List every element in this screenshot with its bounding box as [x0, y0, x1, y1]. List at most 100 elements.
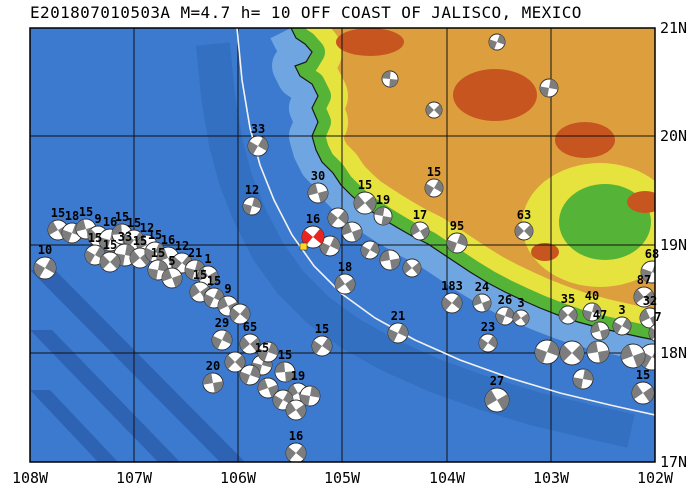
depth-label: 12: [245, 183, 259, 197]
depth-label: 63: [517, 208, 531, 222]
main-event-marker: [299, 242, 308, 251]
depth-label: 26: [498, 293, 512, 307]
focal-mechanism: [285, 442, 307, 462]
focal-mechanism: [202, 372, 224, 394]
focal-mechanism: [99, 251, 121, 273]
depth-label: 33: [251, 122, 265, 136]
bathymetry-stripe: [30, 330, 180, 462]
map-frame: [29, 27, 656, 463]
lat-label: 19N: [660, 236, 687, 254]
depth-label: 9: [224, 282, 231, 296]
focal-mechanism: [379, 249, 401, 271]
focal-mechanism: [484, 387, 510, 413]
focal-mechanism: [478, 333, 498, 353]
focal-mechanism: [360, 240, 380, 260]
depth-label: 29: [215, 316, 229, 330]
focal-mechanism: [387, 322, 409, 344]
depth-label: 65: [243, 320, 257, 334]
focal-mechanism: [229, 303, 251, 325]
depth-label: 30: [311, 169, 325, 183]
depth-label: 15: [115, 210, 129, 224]
focal-mechanism: [410, 221, 430, 241]
focal-mechanism: [446, 232, 468, 254]
depth-label: 18: [338, 260, 352, 274]
depth-label: 16: [103, 215, 117, 229]
highland-patch: [531, 243, 559, 261]
focal-mechanism: [307, 182, 329, 204]
focal-mechanism: [441, 292, 463, 314]
depth-label: 21: [188, 246, 202, 260]
lat-label: 21N: [660, 19, 687, 37]
focal-mechanism: [572, 368, 594, 390]
depth-label: 16: [161, 233, 175, 247]
focal-mechanism: [590, 321, 610, 341]
focal-mechanism: [539, 78, 559, 98]
focal-mechanism: [299, 385, 321, 407]
focal-mechanism: [633, 286, 655, 308]
depth-label: 15: [79, 205, 93, 219]
depth-label: 20: [206, 359, 220, 373]
focal-mechanism: [472, 293, 492, 313]
depth-label: 9: [94, 212, 101, 226]
lon-label: 104W: [429, 469, 466, 487]
focal-mechanism: [247, 135, 269, 157]
focal-mechanism: [211, 329, 233, 351]
highland-patch: [336, 28, 404, 56]
focal-mechanism: [341, 221, 363, 243]
focal-mechanism: [327, 207, 349, 229]
depth-label: 18: [65, 209, 79, 223]
focal-mechanism: [612, 316, 632, 336]
focal-mechanism: [274, 361, 296, 383]
bathymetry-band: [196, 42, 635, 448]
highland-patch: [627, 191, 655, 213]
lon-label: 106W: [220, 469, 257, 487]
depth-label: 15: [133, 234, 147, 248]
depth-label: 15: [427, 165, 441, 179]
depth-label: 1: [204, 252, 211, 266]
depth-label: 15: [148, 228, 162, 242]
depth-label: 12: [140, 221, 154, 235]
bathymetry-stripe: [30, 390, 118, 462]
focal-mechanism: [242, 196, 262, 216]
focal-mechanism: [224, 351, 246, 373]
focal-mechanism: [559, 340, 585, 366]
bathymetry-stripe: [30, 270, 245, 462]
focal-mechanism: [373, 206, 393, 226]
focal-mechanism: [425, 101, 443, 119]
focal-mechanism: [161, 267, 183, 289]
focal-mechanism: [648, 324, 655, 342]
focal-mechanism: [586, 340, 610, 364]
focal-mechanism: [640, 260, 655, 284]
depth-label: 183: [441, 279, 463, 293]
focal-mechanism: [257, 341, 279, 363]
focal-mechanism: [334, 273, 356, 295]
focal-mechanism: [512, 309, 530, 327]
depth-label: 32: [643, 294, 657, 308]
focal-mechanism: [424, 178, 444, 198]
depth-label: 15: [315, 322, 329, 336]
lat-label: 18N: [660, 344, 687, 362]
main-event-beachball: [299, 225, 325, 251]
lon-label: 107W: [116, 469, 153, 487]
depth-label: 95: [450, 219, 464, 233]
depth-label: 47: [593, 308, 607, 322]
depth-label: 15: [51, 206, 65, 220]
focal-mechanism: [257, 377, 279, 399]
focal-mechanism: [381, 70, 399, 88]
depth-label: 19: [291, 369, 305, 383]
depth-label: 7: [654, 310, 661, 324]
focal-mechanism: [488, 33, 506, 51]
highland-patch: [555, 122, 615, 158]
depth-label: 5: [168, 254, 175, 268]
depth-label: 17: [413, 208, 427, 222]
depth-label: 40: [585, 289, 599, 303]
depth-label: 15: [278, 348, 292, 362]
depth-label: 16: [306, 212, 320, 226]
lon-label: 105W: [324, 469, 361, 487]
focal-mechanism: [534, 339, 560, 365]
map-area: [30, 28, 655, 462]
depth-label: 15: [636, 368, 650, 382]
